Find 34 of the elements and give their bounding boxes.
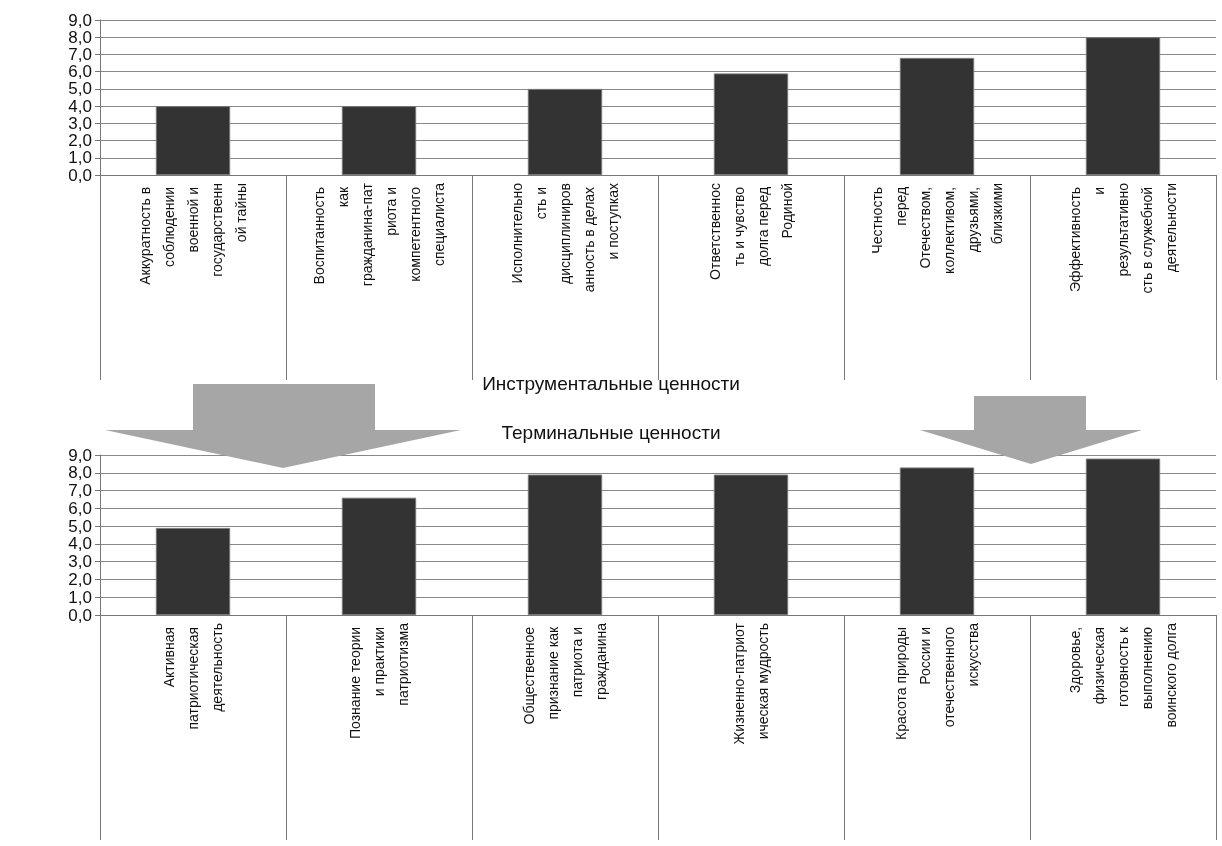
x-tick-label: Исполнительность и дисциплинированность в делах и поступках [509,182,621,293]
y-tick-label: 4,0 [68,534,92,554]
y-tick-label: 7,0 [68,481,92,501]
y-tick-label: 5,0 [68,79,92,99]
y-tick-label: 3,0 [68,113,92,133]
y-tick-label: 9,0 [68,10,92,30]
y-tick-label: 6,0 [68,62,92,82]
x-tick-label: Эффективность и результативность в служебной деятельности [1067,182,1179,294]
y-tick-label: 7,0 [68,44,92,64]
y-tick-label: 5,0 [68,516,92,536]
text: Инструментальные ценности [482,373,740,394]
y-tick-label: 0,0 [68,605,92,625]
x-tick-label: Аккуратность в соблюдении военной и государственной тайны [137,183,249,285]
y-tick-label: 8,0 [68,463,92,483]
y-tick-label: 1,0 [68,587,92,607]
y-tick-label: 9,0 [68,445,92,465]
x-tick-label: Общественное признание как патриота и гражданина [521,622,609,725]
x-tick-label: Красота природы России и отечественного искусства [893,622,981,740]
chart-title: Терминальные ценности [501,422,721,443]
x-tick-label: Воспитанность как гражданина-патриота и компетентного специалиста [311,182,447,287]
x-tick-label: Жизненно-патриотическая мудрость [731,622,771,745]
y-tick-label: 2,0 [68,131,92,151]
y-tick-label: 0,0 [68,165,92,185]
y-tick-label: 3,0 [68,552,92,572]
x-tick-label: Ответственность и чувство долга перед Родиной [707,183,795,280]
x-tick-label: Активная патриотическая деятельность [161,623,225,730]
x-tick-label: Познание теории и практики патриотизма [347,622,411,739]
y-tick-label: 6,0 [68,498,92,518]
y-tick-label: 2,0 [68,569,92,589]
y-tick-label: 4,0 [68,96,92,116]
x-tick-label: Честность перед Отечеством, коллективом, друзьями, близкими [869,183,1005,274]
x-tick-label: Здоровье, физическая готовность к выполнению воинского долга [1067,622,1179,728]
y-tick-label: 8,0 [68,27,92,47]
y-tick-label: 1,0 [68,148,92,168]
